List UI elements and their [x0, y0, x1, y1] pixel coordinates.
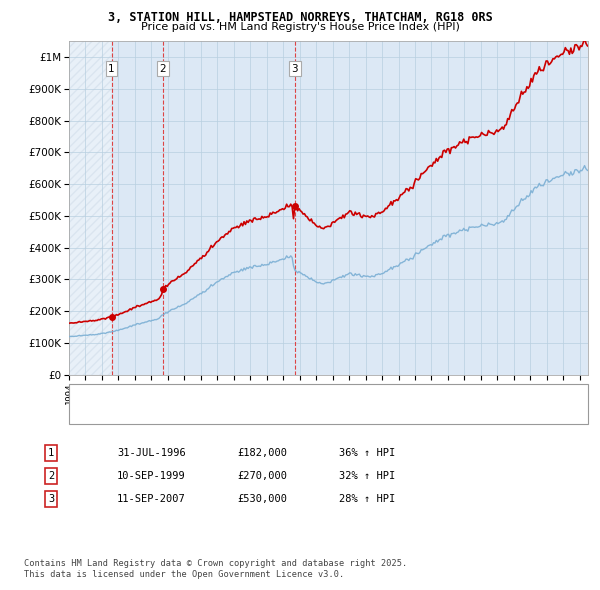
Text: £270,000: £270,000	[237, 471, 287, 481]
Text: 1: 1	[108, 64, 115, 74]
Text: 2: 2	[160, 64, 166, 74]
Text: 10-SEP-1999: 10-SEP-1999	[117, 471, 186, 481]
Text: Price paid vs. HM Land Registry's House Price Index (HPI): Price paid vs. HM Land Registry's House …	[140, 22, 460, 32]
Text: £530,000: £530,000	[237, 494, 287, 504]
Text: 32% ↑ HPI: 32% ↑ HPI	[339, 471, 395, 481]
Text: 1: 1	[48, 448, 54, 458]
Text: HPI: Average price, detached house, West Berkshire: HPI: Average price, detached house, West…	[116, 407, 409, 417]
Text: 3, STATION HILL, HAMPSTEAD NORREYS, THATCHAM, RG18 0RS: 3, STATION HILL, HAMPSTEAD NORREYS, THAT…	[107, 11, 493, 24]
Text: 2: 2	[48, 471, 54, 481]
Text: 3: 3	[48, 494, 54, 504]
Bar	[69, 41, 112, 375]
Text: £182,000: £182,000	[237, 448, 287, 458]
Text: 3, STATION HILL, HAMPSTEAD NORREYS, THATCHAM, RG18 0RS (detached house): 3, STATION HILL, HAMPSTEAD NORREYS, THAT…	[116, 390, 533, 400]
Text: 31-JUL-1996: 31-JUL-1996	[117, 448, 186, 458]
Text: 28% ↑ HPI: 28% ↑ HPI	[339, 494, 395, 504]
Text: Contains HM Land Registry data © Crown copyright and database right 2025.: Contains HM Land Registry data © Crown c…	[24, 559, 407, 568]
Text: 11-SEP-2007: 11-SEP-2007	[117, 494, 186, 504]
Text: 36% ↑ HPI: 36% ↑ HPI	[339, 448, 395, 458]
Text: 3: 3	[292, 64, 298, 74]
Text: This data is licensed under the Open Government Licence v3.0.: This data is licensed under the Open Gov…	[24, 571, 344, 579]
